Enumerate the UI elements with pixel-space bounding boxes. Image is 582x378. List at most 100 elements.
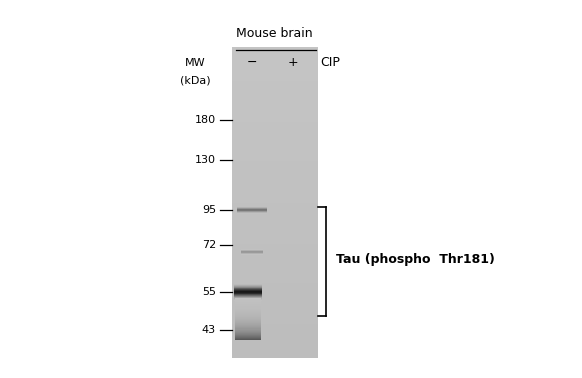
Bar — [232, 265, 318, 267]
Bar — [232, 262, 318, 265]
Bar — [232, 340, 318, 342]
Bar — [235, 332, 261, 333]
Bar — [232, 215, 318, 218]
Bar — [232, 252, 318, 254]
Bar — [232, 254, 318, 257]
Bar — [232, 127, 318, 130]
Bar — [235, 327, 261, 328]
Bar — [232, 68, 318, 70]
Bar — [235, 310, 261, 311]
Bar — [235, 302, 261, 303]
Bar — [232, 65, 318, 68]
Bar — [232, 174, 318, 177]
Bar — [232, 213, 318, 215]
Bar — [235, 338, 261, 339]
Bar — [232, 249, 318, 252]
Bar — [232, 156, 318, 158]
Bar — [232, 138, 318, 140]
Bar — [232, 288, 318, 291]
Bar — [232, 158, 318, 161]
Bar — [232, 221, 318, 223]
Bar — [232, 218, 318, 221]
Bar — [235, 300, 261, 301]
Bar — [232, 280, 318, 283]
Text: MW: MW — [184, 58, 205, 68]
Bar — [232, 122, 318, 125]
Bar — [232, 148, 318, 151]
Bar — [232, 94, 318, 96]
Bar — [232, 91, 318, 94]
Bar — [232, 78, 318, 81]
Bar — [232, 324, 318, 327]
Bar — [232, 337, 318, 340]
Text: 130: 130 — [195, 155, 216, 165]
Bar — [235, 305, 261, 307]
Text: 95: 95 — [202, 205, 216, 215]
Bar — [232, 133, 318, 135]
Bar — [235, 330, 261, 332]
Bar — [235, 316, 261, 317]
Bar — [232, 169, 318, 171]
Bar — [232, 117, 318, 119]
Bar — [232, 350, 318, 353]
Bar — [232, 151, 318, 153]
Bar — [232, 226, 318, 228]
Text: 55: 55 — [202, 287, 216, 297]
Bar — [235, 334, 261, 335]
Bar — [232, 296, 318, 298]
Bar — [232, 60, 318, 62]
Bar — [232, 236, 318, 239]
Bar — [232, 55, 318, 57]
Bar — [232, 112, 318, 115]
Bar — [232, 327, 318, 330]
Bar — [232, 311, 318, 314]
Bar — [235, 337, 261, 338]
Bar — [232, 306, 318, 309]
Bar — [232, 239, 318, 242]
Text: +: + — [288, 56, 299, 68]
Bar — [235, 304, 261, 305]
Bar — [232, 319, 318, 322]
Bar — [232, 73, 318, 76]
Bar — [232, 257, 318, 260]
Bar — [232, 309, 318, 311]
Bar — [232, 52, 318, 55]
Text: CIP: CIP — [320, 56, 340, 68]
Bar — [235, 339, 261, 340]
Bar — [232, 70, 318, 73]
Bar — [232, 203, 318, 205]
Bar — [232, 179, 318, 182]
Bar — [232, 50, 318, 52]
Bar — [232, 316, 318, 319]
Bar — [232, 125, 318, 127]
Bar — [232, 146, 318, 148]
Bar — [232, 62, 318, 65]
Bar — [235, 336, 261, 337]
Bar — [235, 322, 261, 323]
Bar — [232, 88, 318, 91]
Bar — [232, 200, 318, 203]
Text: 72: 72 — [202, 240, 216, 250]
Bar — [232, 107, 318, 109]
Bar — [232, 231, 318, 234]
Bar — [235, 308, 261, 310]
Bar — [235, 303, 261, 304]
Bar — [232, 187, 318, 189]
Bar — [235, 301, 261, 302]
Bar — [232, 298, 318, 301]
Text: 43: 43 — [202, 325, 216, 335]
Bar — [235, 314, 261, 315]
Text: Tau (phospho  Thr181): Tau (phospho Thr181) — [336, 254, 495, 266]
Bar — [232, 143, 318, 146]
Bar — [232, 242, 318, 244]
Bar — [232, 301, 318, 304]
Bar — [232, 330, 318, 332]
Bar — [235, 317, 261, 318]
Bar — [232, 171, 318, 174]
Bar — [235, 299, 261, 300]
Bar — [232, 135, 318, 138]
Bar — [232, 293, 318, 296]
Bar — [235, 319, 261, 320]
Bar — [232, 355, 318, 358]
Bar — [232, 109, 318, 112]
